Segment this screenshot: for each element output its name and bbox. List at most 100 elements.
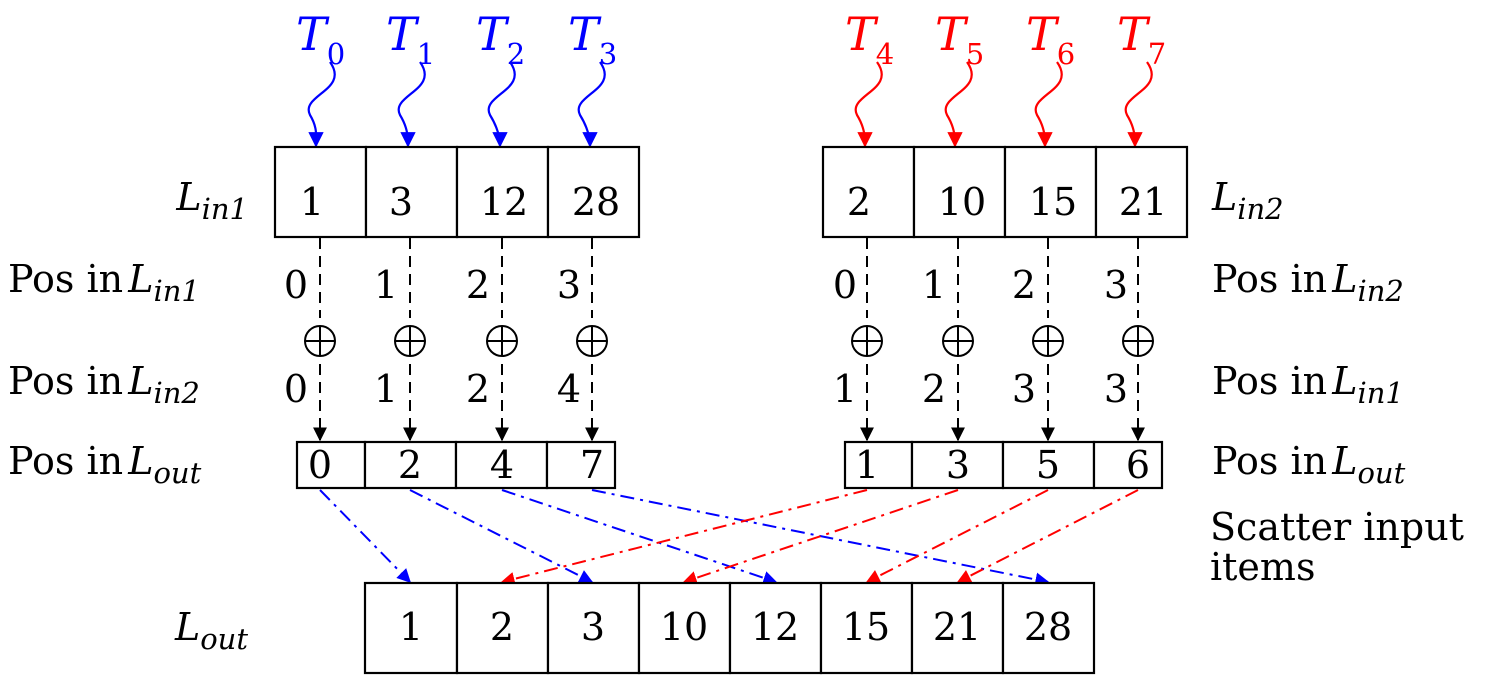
position-value: 1: [922, 263, 946, 307]
array-cell: [545, 440, 617, 490]
oplus-icon: [304, 325, 336, 357]
array-value: 2: [490, 605, 514, 649]
thread-labels-group1: T0 T1 T2 T3: [296, 7, 617, 71]
thread-arrow: [307, 61, 336, 148]
thread-arrow: [487, 61, 516, 148]
thread-label: T0: [296, 7, 345, 71]
array-cell: [455, 581, 550, 675]
position-value: 2: [922, 367, 946, 411]
row-label-pos-other-left: Pos in Lin2: [8, 359, 200, 410]
right-pos-other: 1 2 3 3: [833, 367, 1128, 411]
thread-arrow: [854, 61, 883, 148]
position-value: 3: [1104, 367, 1128, 411]
array-value: 28: [1024, 605, 1072, 649]
array-value: 10: [938, 180, 986, 224]
position-value: 0: [284, 367, 308, 411]
scatter-label-line2: items: [1210, 545, 1315, 589]
thread-arrows-red: [854, 61, 1153, 148]
position-value: 7: [580, 443, 604, 487]
oplus-icon: [1122, 325, 1154, 357]
array-cell: [546, 145, 641, 239]
oplus-icon: [1032, 325, 1064, 357]
array-value: 1: [300, 180, 324, 224]
oplus-icon: [394, 325, 426, 357]
thread-arrows-blue: [307, 61, 606, 148]
oplus-icon: [486, 325, 518, 357]
position-value: 3: [1012, 367, 1036, 411]
position-value: 3: [1104, 263, 1128, 307]
left-pos-other: 0 1 2 4: [284, 367, 581, 411]
array-cell: [912, 145, 1007, 239]
array-cell: [728, 581, 823, 675]
position-value: 2: [466, 367, 490, 411]
thread-arrow: [397, 61, 426, 148]
array-cell: [1003, 145, 1098, 239]
scatter-arrows-blue: [319, 489, 1050, 587]
position-value: 6: [1126, 443, 1150, 487]
plus-operators: [304, 325, 1154, 357]
array-value: 21: [933, 605, 981, 649]
position-value: 3: [946, 443, 970, 487]
array-cell: [273, 145, 368, 239]
list-out-label: Lout: [174, 605, 248, 656]
array-value: 3: [389, 180, 413, 224]
array-cell: [1094, 145, 1189, 239]
thread-arrow: [577, 61, 606, 148]
thread-arrow: [1034, 61, 1063, 148]
row-label-pos-out-left: Pos in Lout: [8, 439, 202, 490]
thread-label: T7: [1117, 7, 1166, 71]
array-cell: [364, 145, 459, 239]
left-pos-out-array: 0 2 4 7: [295, 440, 617, 490]
thread-label: T3: [568, 7, 617, 71]
position-value: 1: [374, 263, 398, 307]
array-cell: [455, 145, 550, 239]
array-value: 2: [847, 180, 871, 224]
array-cell: [819, 581, 914, 675]
position-value: 0: [833, 263, 857, 307]
oplus-icon: [576, 325, 608, 357]
right-pos-out-array: 1 3 5 6: [843, 440, 1164, 490]
thread-label: T6: [1026, 7, 1075, 71]
array-value: 21: [1119, 180, 1167, 224]
thread-label: T1: [386, 7, 435, 71]
thread-arrow: [944, 61, 973, 148]
row-label-pos-out-right: Pos in Lout: [1212, 439, 1406, 490]
list-out: 1 2 3 10 12 15 21 28: [363, 581, 1096, 675]
array-cell: [546, 581, 641, 675]
array-value: 12: [751, 605, 799, 649]
oplus-icon: [851, 325, 883, 357]
dashed-flows: [313, 238, 1145, 442]
list-in2-label: Lin2: [1211, 175, 1284, 226]
position-value: 1: [374, 367, 398, 411]
array-value: 15: [1029, 180, 1077, 224]
thread-label: T5: [935, 7, 984, 71]
array-value: 1: [399, 605, 423, 649]
row-label-pos-own-left: Pos in Lin1: [8, 257, 200, 308]
scatter-arrows-red: [500, 489, 1139, 586]
position-value: 2: [466, 263, 490, 307]
position-value: 1: [833, 367, 857, 411]
array-cell: [1001, 581, 1096, 675]
array-value: 3: [581, 605, 605, 649]
position-value: 0: [284, 263, 308, 307]
array-cell: [454, 440, 549, 490]
position-value: 0: [308, 443, 332, 487]
oplus-icon: [942, 325, 974, 357]
row-label-pos-other-right: Pos in Lin1: [1212, 359, 1404, 410]
array-cell: [910, 440, 1005, 490]
position-value: 5: [1036, 443, 1060, 487]
array-cell: [295, 440, 367, 490]
position-value: 2: [398, 443, 422, 487]
array-value: 15: [842, 605, 890, 649]
position-value: 4: [490, 443, 514, 487]
position-value: 3: [557, 263, 581, 307]
right-pos-own: 0 1 2 3: [833, 263, 1128, 307]
array-value: 28: [572, 180, 620, 224]
array-cell: [637, 581, 732, 675]
position-value: 2: [1012, 263, 1036, 307]
list-in2: 2 10 15 21: [821, 145, 1189, 239]
array-cell: [1092, 440, 1164, 490]
position-value: 4: [557, 367, 581, 411]
array-cell: [1001, 440, 1096, 490]
